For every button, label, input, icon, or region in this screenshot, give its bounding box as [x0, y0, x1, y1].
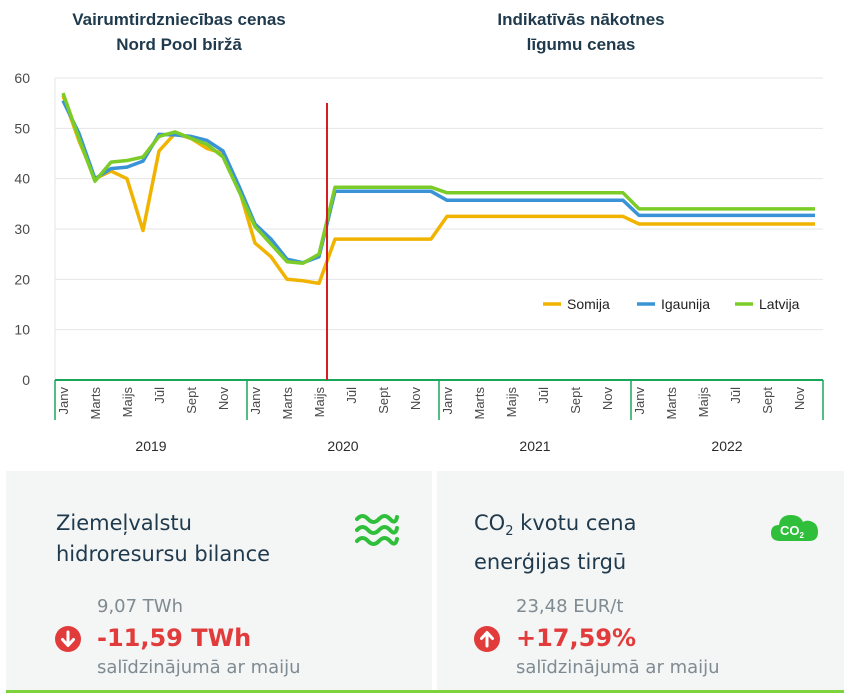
svg-text:CO2: CO2	[780, 523, 805, 540]
y-tick-label: 40	[14, 171, 30, 187]
x-month-label: Marts	[664, 387, 679, 420]
x-month-label: Marts	[88, 387, 103, 420]
x-month-label: Nov	[792, 387, 807, 411]
header-left-line1: Vairumtirdzniecības cenas	[72, 10, 286, 29]
x-month-label: Sept	[760, 387, 775, 414]
co2-badge-sub: 2	[800, 531, 805, 540]
price-chart: Vairumtirdzniecības cenas Nord Pool birž…	[14, 10, 824, 454]
x-month-label: Nov	[600, 387, 615, 411]
x-month-label: Maijs	[504, 387, 519, 418]
header-left-line2: Nord Pool biržā	[116, 35, 242, 54]
co2-title: CO2 kvotu cena enerģijas tirgū	[474, 508, 636, 578]
y-tick-label: 20	[14, 271, 30, 287]
legend-label-latvija: Latvija	[759, 296, 800, 312]
header-right-line2: līgumu cenas	[527, 35, 636, 54]
x-month-label: Jūl	[728, 387, 743, 404]
hydro-delta-value: -11,59 TWh	[97, 624, 252, 652]
x-month-label: Janv	[632, 387, 647, 415]
x-month-label: Sept	[376, 387, 391, 414]
co2-cloud-icon: CO2	[771, 515, 818, 541]
x-month-label: Nov	[216, 387, 231, 411]
x-axis: Janv Marts Maijs Jūl Sept Nov Janv Marts Maijs Jū…	[54, 379, 824, 454]
x-year-label: 2022	[711, 438, 742, 454]
y-axis: 0 10 20 30 40 50 60	[14, 70, 30, 388]
grid-lines	[54, 77, 823, 381]
x-month-label: Janv	[248, 387, 263, 415]
header-right-line1: Indikatīvās nākotnes	[497, 10, 664, 29]
arrow-up-icon	[474, 626, 500, 652]
legend: Somija Igaunija Latvija	[543, 296, 800, 312]
x-month-label: Janv	[440, 387, 455, 415]
hydro-title-line2: hidroresursu bilance	[56, 542, 271, 566]
x-month-label: Marts	[280, 387, 295, 420]
arrow-down-icon	[55, 626, 81, 652]
y-tick-label: 10	[14, 322, 30, 338]
x-month-label: Maijs	[120, 387, 135, 418]
x-month-label: Janv	[56, 387, 71, 415]
y-tick-label: 30	[14, 221, 30, 237]
x-month-label: Nov	[408, 387, 423, 411]
x-year-label: 2021	[519, 438, 550, 454]
x-month-label: Marts	[472, 387, 487, 420]
hydro-previous-value: 9,07 TWh	[97, 596, 184, 617]
hydro-title: Ziemeļvalstu hidroresursu bilance	[56, 508, 270, 570]
x-month-label: Maijs	[696, 387, 711, 418]
y-tick-label: 0	[22, 372, 30, 388]
co2-price-panel: CO2 kvotu cena enerģijas tirgū CO2 23,48…	[437, 471, 844, 690]
hydro-balance-panel: Ziemeļvalstu hidroresursu bilance 9,07 T…	[6, 471, 432, 690]
x-month-label: Jūl	[152, 387, 167, 404]
co2-title-rest: kvotu cena	[513, 511, 637, 535]
series-lines	[61, 92, 815, 286]
y-tick-label: 60	[14, 70, 30, 86]
x-year-label: 2019	[135, 438, 166, 454]
co2-title-line1: CO2 kvotu cena	[474, 508, 636, 547]
bottom-accent-line	[6, 690, 844, 693]
series-line-latvija	[61, 92, 815, 265]
x-month-label: Maijs	[312, 387, 327, 418]
co2-title-sub: 2	[505, 524, 514, 540]
x-year-label: 2020	[327, 438, 358, 454]
y-tick-label: 50	[14, 120, 30, 136]
legend-label-igaunija: Igaunija	[661, 296, 710, 312]
legend-label-somija: Somija	[567, 296, 610, 312]
co2-badge-text: CO	[780, 523, 800, 538]
x-month-label: Sept	[184, 387, 199, 414]
series-line-igaunija	[61, 99, 815, 265]
x-month-label: Jūl	[536, 387, 551, 404]
hydro-comparison-label: salīdzinājumā ar maiju	[97, 657, 301, 678]
water-waves-icon	[355, 514, 399, 546]
hydro-title-line1: Ziemeļvalstu	[56, 511, 192, 535]
co2-title-co: CO	[474, 511, 506, 535]
x-month-label: Jūl	[344, 387, 359, 404]
co2-comparison-label: salīdzinājumā ar maiju	[516, 657, 720, 678]
co2-title-line2: enerģijas tirgū	[474, 550, 627, 575]
co2-delta-value: +17,59%	[516, 624, 637, 652]
co2-previous-value: 23,48 EUR/t	[516, 596, 624, 617]
x-month-label: Sept	[568, 387, 583, 414]
